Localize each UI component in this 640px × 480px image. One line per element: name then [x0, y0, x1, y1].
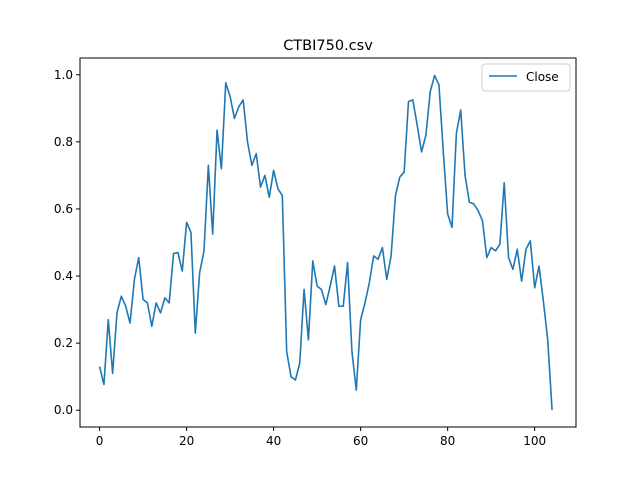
chart-title: CTBI750.csv — [283, 38, 373, 54]
series-line-close — [98, 74, 553, 411]
x-tick-label: 20 — [179, 434, 194, 448]
legend: Close — [481, 63, 571, 92]
y-tick-label: 1.0 — [54, 68, 73, 82]
x-tick-label: 80 — [440, 434, 455, 448]
y-tick-label: 0.2 — [54, 336, 73, 350]
x-axis-ticks: 0 20 40 60 80 100 — [96, 427, 546, 448]
y-axis-ticks: 0.0 0.2 0.4 0.6 0.8 1.0 — [54, 68, 80, 417]
x-tick-label: 0 — [96, 434, 104, 448]
plot-area: 0 20 40 60 80 100 0.0 0.2 0.4 0.6 0.8 1.0 — [54, 57, 577, 448]
y-tick-label: 0.4 — [54, 269, 73, 283]
x-tick-label: 100 — [523, 434, 546, 448]
x-tick-label: 60 — [353, 434, 368, 448]
axes-frame — [79, 57, 577, 428]
legend-label-close: Close — [526, 70, 559, 84]
x-tick-label: 40 — [266, 434, 281, 448]
y-tick-label: 0.6 — [54, 202, 73, 216]
legend-box — [481, 63, 571, 92]
y-tick-label: 0.8 — [54, 135, 73, 149]
y-tick-label: 0.0 — [54, 403, 73, 417]
